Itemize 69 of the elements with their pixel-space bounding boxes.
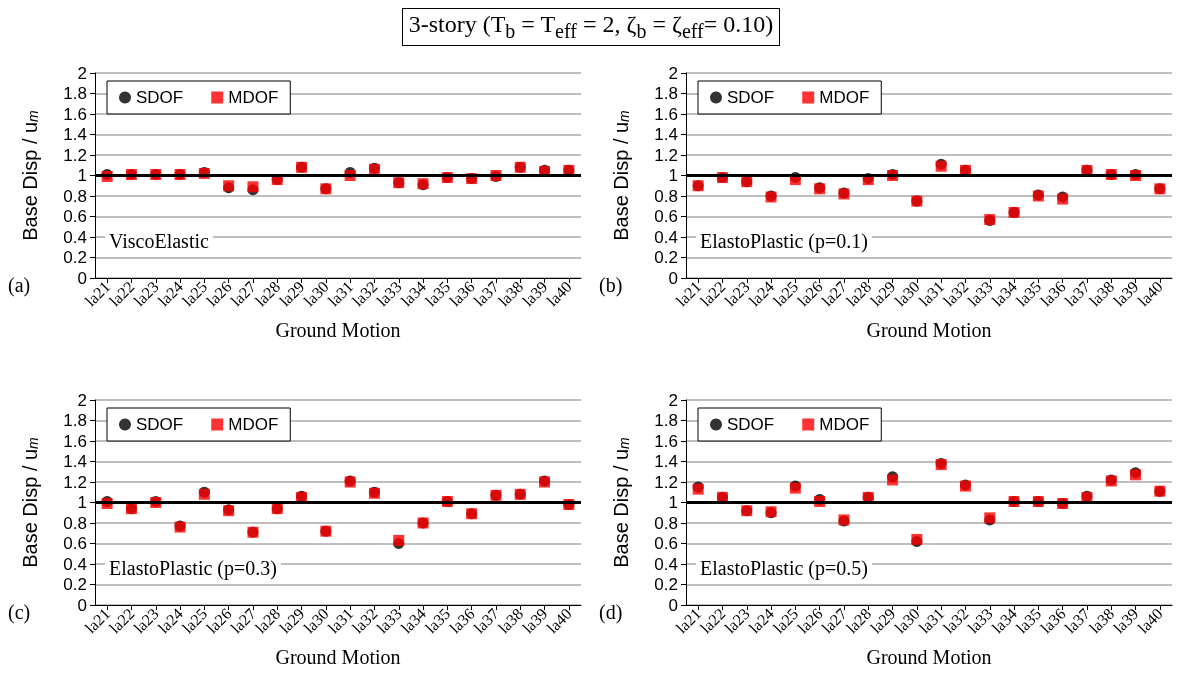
y-tick-label: 0.6 — [63, 534, 87, 553]
y-tick-label: 2 — [668, 390, 678, 410]
annotation: ElastoPlastic (p=0.5) — [700, 557, 868, 580]
y-tick-label: 0.8 — [654, 186, 678, 206]
legend-label: MDOF — [819, 415, 870, 434]
y-tick-label: 1.2 — [63, 472, 87, 492]
y-tick-label: 1.2 — [654, 145, 678, 165]
annotation: ElastoPlastic (p=0.3) — [109, 557, 277, 580]
y-tick-label: 1 — [77, 166, 87, 185]
legend-label: SDOF — [727, 415, 775, 434]
x-axis-title: Ground Motion — [275, 319, 401, 341]
y-tick-label: 1.8 — [654, 84, 678, 103]
y-tick-label: 0.6 — [654, 207, 678, 226]
y-tick-label: 0.2 — [654, 575, 678, 594]
annotation: ViscoElastic — [109, 230, 210, 252]
y-tick-label: 1.8 — [63, 84, 87, 103]
y-tick-label: 0.4 — [63, 554, 87, 574]
y-tick-label: 1.4 — [63, 125, 87, 144]
y-tick-label: 0.4 — [654, 227, 678, 247]
text: (b) — [599, 274, 623, 297]
y-tick-label: 1 — [668, 493, 678, 512]
y-tick-label: 1.6 — [654, 104, 678, 124]
y-tick-label: 1 — [77, 493, 87, 512]
y-tick-label: 0.8 — [63, 186, 87, 206]
y-tick-label: 2 — [77, 63, 87, 83]
legend-label: MDOF — [228, 415, 279, 434]
y-tick-label: 1.2 — [63, 145, 87, 165]
y-tick-label: 0.8 — [63, 513, 87, 533]
x-axis-title: Ground Motion — [275, 646, 401, 668]
y-tick-label: 0.2 — [63, 575, 87, 594]
chart-title: 3-story (T$_{b}$ = T$_{eff}$ = 2, ζ$_{b}$ = ζ$_{eff}$= 0.10) — [408, 11, 774, 42]
x-axis-title: Ground Motion — [866, 319, 992, 341]
y-tick-label: 0.4 — [63, 227, 87, 247]
text: (a) — [8, 274, 31, 297]
y-tick-label: 1.4 — [654, 125, 678, 144]
y-tick-label: 1.6 — [63, 104, 87, 124]
y-axis-title: Base Disp / um — [19, 109, 41, 241]
annotation: ElastoPlastic (p=0.1) — [700, 230, 868, 253]
x-axis-title: Ground Motion — [866, 646, 992, 668]
y-tick-label: 2 — [668, 63, 678, 83]
y-tick-label: 1.8 — [654, 411, 678, 430]
y-tick-label: 0 — [668, 268, 678, 288]
y-tick-label: 0 — [77, 595, 87, 615]
y-tick-label: 0.6 — [654, 534, 678, 553]
y-tick-label: 1.6 — [63, 431, 87, 451]
y-tick-label: 0.4 — [654, 554, 678, 574]
legend-label: SDOF — [727, 88, 775, 107]
y-tick-label: 1.2 — [654, 472, 678, 492]
y-tick-label: 0 — [668, 595, 678, 615]
legend-label: SDOF — [136, 415, 184, 434]
y-tick-label: 0.2 — [63, 248, 87, 267]
legend-label: SDOF — [136, 88, 184, 107]
y-tick-label: 1.8 — [63, 411, 87, 430]
y-tick-label: 0.8 — [654, 513, 678, 533]
legend-label: MDOF — [228, 88, 279, 107]
y-tick-label: 1.4 — [63, 452, 87, 471]
y-tick-label: 1 — [668, 166, 678, 185]
legend-label: MDOF — [819, 88, 870, 107]
y-tick-label: 0 — [77, 268, 87, 288]
text: (d) — [599, 601, 623, 624]
y-tick-label: 0.2 — [654, 248, 678, 267]
y-tick-label: 1.4 — [654, 452, 678, 471]
y-tick-label: 1.6 — [654, 431, 678, 451]
y-tick-label: 0.6 — [63, 207, 87, 226]
y-axis-title: Base Disp / um — [19, 436, 41, 568]
y-axis-title: Base Disp / um — [610, 436, 632, 568]
y-axis-title: Base Disp / um — [610, 109, 632, 241]
y-tick-label: 2 — [77, 390, 87, 410]
text: (c) — [8, 601, 31, 624]
